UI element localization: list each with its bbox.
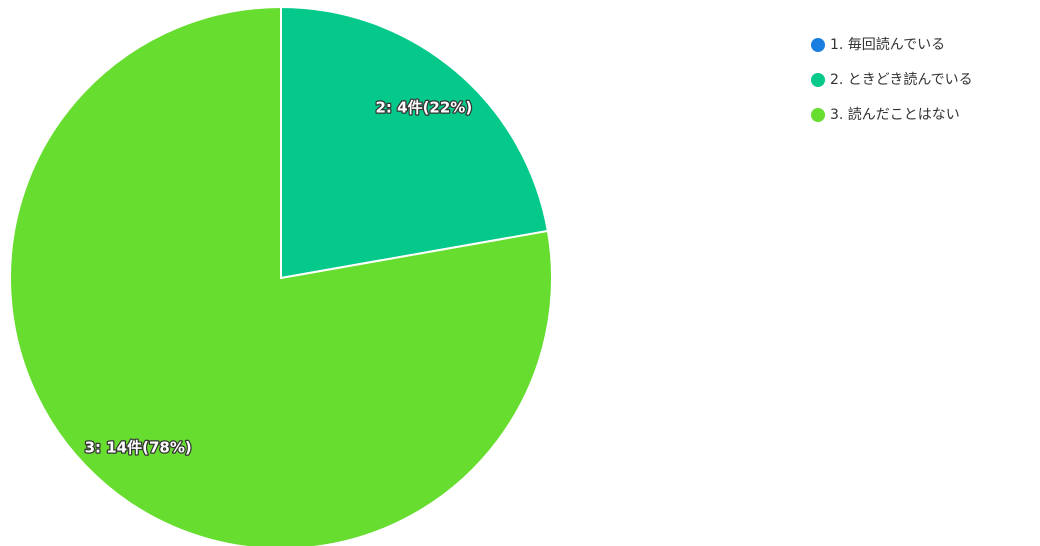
data-label: 2: 4件(22%) <box>375 98 472 116</box>
legend-label: 1. 毎回読んでいる <box>830 36 945 53</box>
pie-slice <box>9 5 553 546</box>
pie-slice <box>280 5 550 280</box>
legend-marker <box>811 38 825 52</box>
legend-label: 3. 読んだことはない <box>830 106 960 123</box>
legend-label: 2. ときどき読んでいる <box>830 71 973 88</box>
data-label: 3: 14件(78%) <box>85 439 192 457</box>
legend-marker <box>811 108 825 122</box>
legend-marker <box>811 73 825 87</box>
